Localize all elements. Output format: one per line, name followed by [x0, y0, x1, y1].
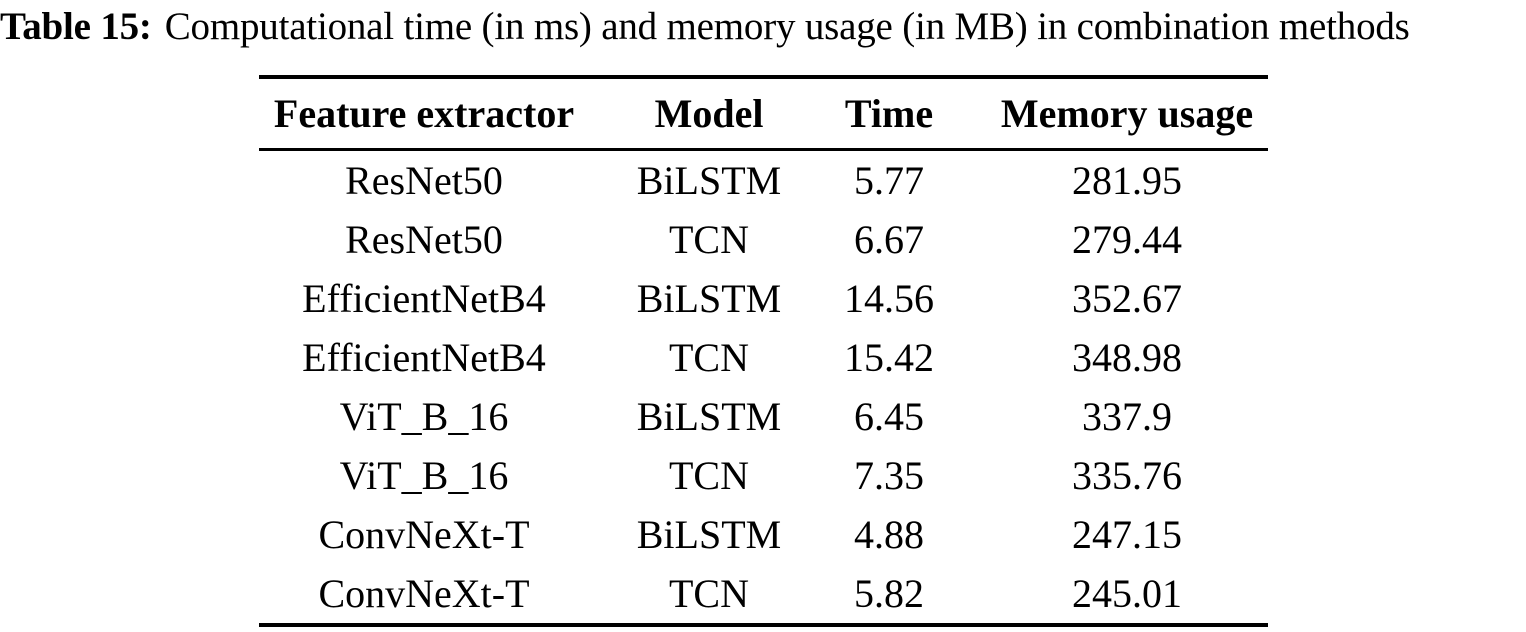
cell-memory-usage: 279.44	[1072, 217, 1182, 262]
cell-feature-extractor: ViT_B_16	[339, 394, 509, 439]
cell-time: 7.35	[854, 453, 924, 498]
cell-time: 6.45	[854, 394, 924, 439]
table-header: Feature extractor Model Time Memory usag…	[259, 77, 1268, 151]
cell-time: 15.42	[844, 335, 934, 380]
table-row: ConvNeXt-T BiLSTM 4.88 247.15	[259, 505, 1268, 564]
cell-feature-extractor: EfficientNetB4	[302, 276, 546, 321]
cell-feature-extractor: ResNet50	[345, 217, 503, 262]
cell-model: TCN	[669, 217, 749, 262]
table-row: ResNet50 TCN 6.67 279.44	[259, 210, 1268, 269]
cell-feature-extractor: EfficientNetB4	[302, 335, 546, 380]
cell-time: 14.56	[844, 276, 934, 321]
cell-memory-usage: 352.67	[1072, 276, 1182, 321]
cell-memory-usage: 281.95	[1072, 158, 1182, 203]
cell-model: TCN	[669, 453, 749, 498]
table-body: ResNet50 BiLSTM 5.77 281.95 ResNet50 TCN 6.67 2…	[259, 150, 1268, 626]
cell-memory-usage: 247.15	[1072, 512, 1182, 557]
cell-feature-extractor: ResNet50	[345, 158, 503, 203]
cell-model: TCN	[669, 335, 749, 380]
table-row: EfficientNetB4 BiLSTM 14.56 352.67	[259, 269, 1268, 328]
cell-memory-usage: 335.76	[1072, 453, 1182, 498]
cell-memory-usage: 348.98	[1072, 335, 1182, 380]
results-table: Feature extractor Model Time Memory usag…	[259, 75, 1268, 627]
table-header-row: Feature extractor Model Time Memory usag…	[259, 77, 1268, 151]
table-caption: Table 15: Computational time (in ms) and …	[0, 3, 1526, 51]
cell-time: 5.82	[854, 571, 924, 616]
table-row: EfficientNetB4 TCN 15.42 348.98	[259, 328, 1268, 387]
cell-model: BiLSTM	[636, 394, 782, 439]
table-caption-text: Computational time (in ms) and memory us…	[164, 5, 1410, 48]
cell-model: BiLSTM	[636, 276, 782, 321]
table-caption-label: Table 15:	[0, 5, 152, 48]
cell-time: 4.88	[854, 512, 924, 557]
table-row: ViT_B_16 TCN 7.35 335.76	[259, 446, 1268, 505]
cell-time: 5.77	[854, 158, 924, 203]
col-header-time: Time	[829, 77, 949, 151]
col-header-memory-usage: Memory usage	[949, 77, 1268, 151]
table-row: ConvNeXt-T TCN 5.82 245.01	[259, 564, 1268, 625]
cell-model: BiLSTM	[636, 512, 782, 557]
table-row: ViT_B_16 BiLSTM 6.45 337.9	[259, 387, 1268, 446]
cell-memory-usage: 245.01	[1072, 571, 1182, 616]
cell-model: BiLSTM	[636, 158, 782, 203]
cell-memory-usage: 337.9	[1082, 394, 1172, 439]
cell-feature-extractor: ConvNeXt-T	[318, 571, 530, 616]
cell-feature-extractor: ConvNeXt-T	[318, 512, 530, 557]
table-row: ResNet50 BiLSTM 5.77 281.95	[259, 150, 1268, 211]
col-header-feature-extractor: Feature extractor	[259, 77, 589, 151]
col-header-model: Model	[589, 77, 829, 151]
cell-model: TCN	[669, 571, 749, 616]
cell-feature-extractor: ViT_B_16	[339, 453, 509, 498]
cell-time: 6.67	[854, 217, 924, 262]
